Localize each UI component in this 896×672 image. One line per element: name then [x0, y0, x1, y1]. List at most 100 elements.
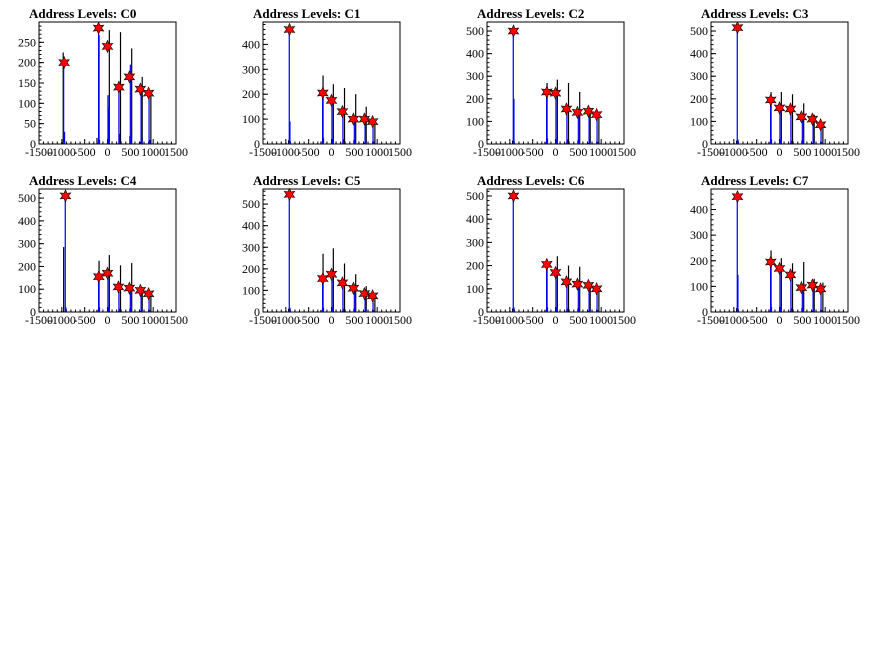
peak-marker	[590, 107, 603, 122]
x-tick-label: 500	[793, 145, 811, 159]
y-tick-label: 300	[242, 240, 260, 254]
x-tick-label: -500	[746, 313, 768, 327]
x-tick-label: 1500	[836, 313, 860, 327]
y-tick-label: 300	[18, 237, 36, 251]
chart-panel-7: Address Levels: C7 0 100 200 300 400 -1500-100…	[690, 173, 860, 327]
y-tick-label: 300	[690, 228, 708, 242]
y-tick-label: 200	[466, 259, 484, 273]
peak-marker	[101, 266, 114, 281]
x-tick-label: 500	[345, 313, 363, 327]
y-tick-label: 0	[478, 305, 484, 319]
peak-marker	[142, 287, 155, 301]
y-tick-label: 200	[466, 92, 484, 106]
peak-marker	[806, 112, 819, 126]
peak-marker	[590, 282, 603, 296]
peak-marker	[814, 118, 827, 132]
peak-marker	[134, 82, 147, 96]
y-tick-label: 150	[18, 76, 36, 90]
peak-marker	[582, 104, 595, 118]
x-tick-label: 0	[777, 145, 783, 159]
x-tick-label: -1500	[697, 313, 725, 327]
y-tick-label: 400	[466, 212, 484, 226]
y-tick-label: 300	[690, 69, 708, 83]
peak-marker	[112, 280, 125, 294]
peak-marker	[316, 86, 329, 100]
x-tick-label: -500	[746, 145, 768, 159]
x-tick-label: -1000	[720, 145, 748, 159]
peak-marker	[58, 55, 70, 70]
peak-marker	[358, 286, 371, 301]
peak-marker	[123, 70, 136, 84]
peak-marker	[366, 114, 379, 129]
peak-marker	[582, 278, 595, 293]
y-tick-label: 200	[242, 87, 260, 101]
peak-marker	[806, 278, 819, 292]
x-tick-label: 1500	[164, 145, 188, 159]
y-tick-label: 400	[242, 37, 260, 51]
x-tick-label: -500	[298, 313, 320, 327]
chart-panel-3: Address Levels: C30100200300400500-1500-…	[690, 6, 860, 159]
x-tick-label: -500	[74, 145, 96, 159]
x-tick-label: 0	[105, 313, 111, 327]
chart-title: Address Levels: C2	[477, 6, 584, 21]
y-tick-label: 200	[18, 259, 36, 273]
y-tick-label: 200	[690, 92, 708, 106]
x-tick-label: 1000	[365, 145, 389, 159]
peak-marker	[814, 282, 827, 296]
peak-marker	[560, 275, 573, 289]
chart-panel-4: Address Levels: C40100200300400500-1500-…	[18, 173, 188, 327]
peak-marker	[795, 110, 808, 124]
y-tick-label: 0	[254, 137, 260, 151]
x-tick-label: 0	[329, 313, 335, 327]
x-tick-label: 500	[569, 145, 587, 159]
y-tick-label: 0	[254, 305, 260, 319]
x-tick-label: 500	[793, 313, 811, 327]
y-tick-label: 300	[242, 62, 260, 76]
y-tick-label: 300	[466, 235, 484, 249]
peak-marker	[507, 24, 520, 38]
peak-marker	[283, 22, 296, 37]
y-tick-label: 250	[18, 35, 36, 49]
x-tick-label: 1500	[836, 145, 860, 159]
peak-marker	[336, 104, 349, 119]
peak-marker	[123, 281, 136, 295]
x-tick-label: 1000	[365, 313, 389, 327]
chart-title: Address Levels: C5	[253, 173, 361, 188]
x-tick-label: -500	[522, 145, 544, 159]
peak-marker	[571, 105, 584, 120]
peak-marker	[795, 280, 808, 295]
peak-marker	[560, 102, 573, 116]
x-tick-label: -1500	[25, 313, 53, 327]
y-tick-label: 300	[466, 69, 484, 83]
chart-title: Address Levels: C1	[253, 6, 360, 21]
y-tick-label: 100	[466, 114, 484, 128]
peak-marker	[731, 20, 744, 35]
x-tick-label: 1000	[813, 313, 837, 327]
peak-marker	[764, 93, 777, 107]
x-tick-label: -1000	[48, 313, 76, 327]
x-tick-label: 0	[777, 313, 783, 327]
y-tick-label: 100	[466, 282, 484, 296]
peak-marker	[366, 289, 379, 303]
peak-marker	[571, 277, 584, 291]
x-tick-label: -1000	[720, 313, 748, 327]
x-tick-label: -1000	[496, 145, 524, 159]
y-tick-label: 500	[18, 191, 36, 205]
y-tick-label: 0	[478, 137, 484, 151]
x-tick-label: 500	[121, 145, 139, 159]
y-tick-label: 0	[702, 305, 708, 319]
y-tick-label: 200	[242, 262, 260, 276]
x-tick-label: 0	[105, 145, 111, 159]
peak-marker	[507, 189, 520, 203]
peak-marker	[784, 102, 797, 116]
y-tick-label: 400	[690, 47, 708, 61]
x-tick-label: 1500	[388, 313, 412, 327]
peak-marker	[92, 21, 105, 35]
peak-marker	[731, 189, 744, 204]
chart-title: Address Levels: C3	[701, 6, 809, 21]
peak-marker	[142, 86, 155, 100]
peak-marker	[92, 269, 105, 284]
x-tick-label: 1000	[589, 145, 613, 159]
chart-title: Address Levels: C6	[477, 173, 585, 188]
